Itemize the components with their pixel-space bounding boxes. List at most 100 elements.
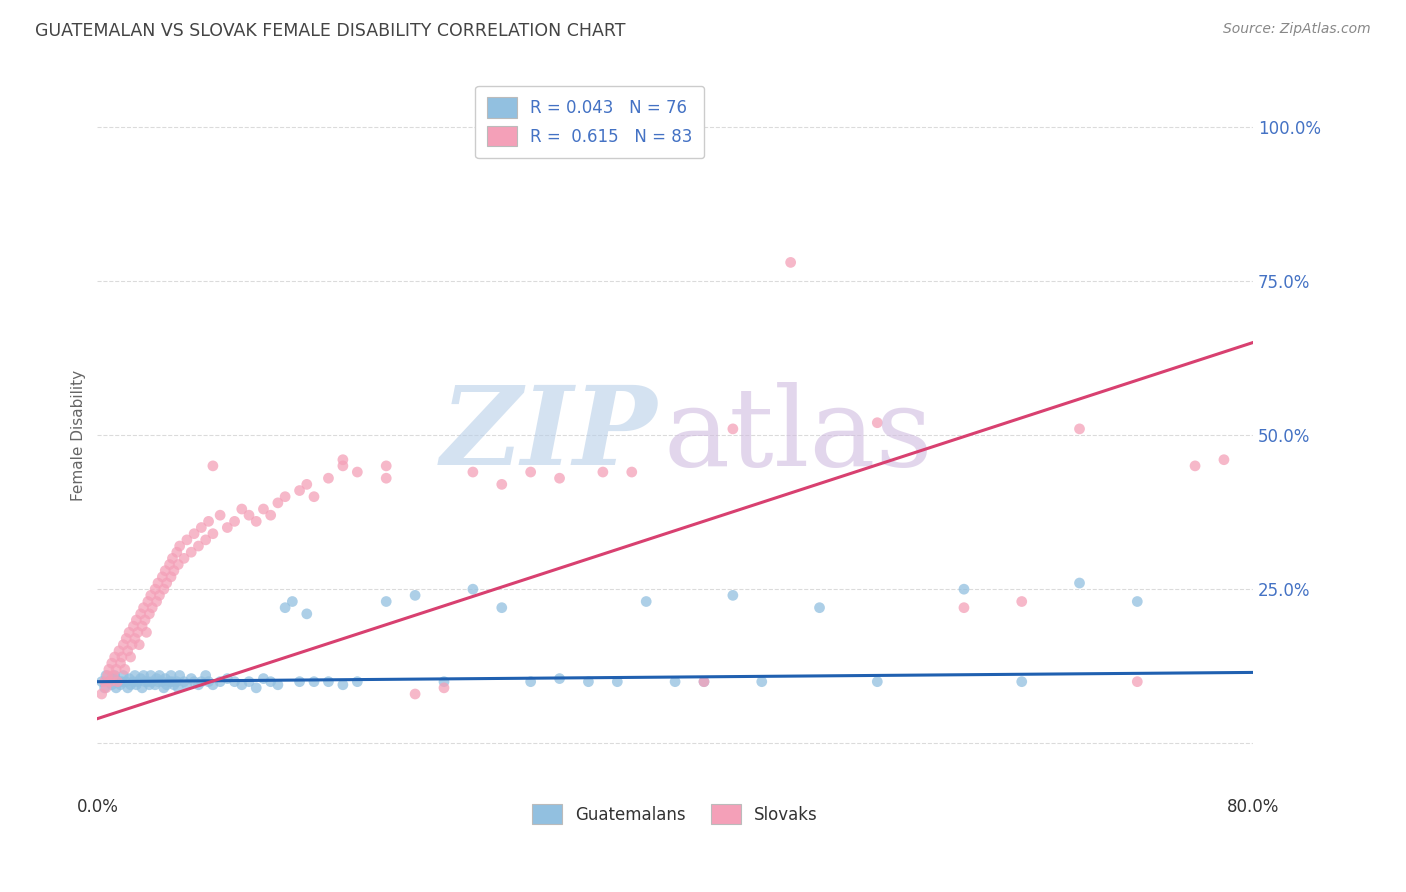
Point [146,576,169,591]
Point [302,490,325,504]
Point [115,674,138,689]
Point [135,625,157,640]
Point [159,558,181,572]
Point [122,674,145,689]
Point [148,588,170,602]
Point [1213,452,1236,467]
Y-axis label: Female Disability: Female Disability [72,369,86,500]
Point [129,672,152,686]
Point [152,582,174,597]
Point [375,458,398,473]
Point [117,681,139,695]
Point [112,668,135,682]
Point [433,681,456,695]
Point [267,496,290,510]
Text: GUATEMALAN VS SLOVAK FEMALE DISABILITY CORRELATION CHART: GUATEMALAN VS SLOVAK FEMALE DISABILITY C… [35,22,626,40]
Point [160,570,183,584]
Point [190,520,212,534]
Point [194,668,217,682]
Point [231,678,253,692]
Point [209,508,232,523]
Point [288,674,311,689]
Point [93,681,115,695]
Point [751,674,773,689]
Point [111,650,134,665]
Point [209,674,232,689]
Point [125,678,148,692]
Point [163,678,186,692]
Point [1069,576,1091,591]
Point [159,674,181,689]
Point [201,458,224,473]
Point [295,607,318,621]
Point [150,674,173,689]
Point [187,678,209,692]
Point [1069,422,1091,436]
Text: Source: ZipAtlas.com: Source: ZipAtlas.com [1223,22,1371,37]
Point [187,539,209,553]
Text: atlas: atlas [664,382,934,489]
Point [96,668,118,682]
Point [129,607,152,621]
Point [519,674,541,689]
Point [152,681,174,695]
Point [1011,594,1033,608]
Point [592,465,614,479]
Point [1126,594,1149,608]
Point [274,600,297,615]
Point [461,582,484,597]
Point [201,678,224,692]
Point [332,458,354,473]
Point [124,668,146,682]
Point [138,678,160,692]
Point [145,594,167,608]
Point [173,551,195,566]
Point [332,678,354,692]
Point [169,539,191,553]
Point [120,678,142,692]
Point [548,471,571,485]
Point [146,674,169,689]
Point [167,681,190,695]
Point [252,672,274,686]
Point [491,600,513,615]
Point [163,564,186,578]
Point [267,678,290,692]
Point [332,452,354,467]
Point [94,668,117,682]
Point [132,668,155,682]
Point [162,674,184,689]
Point [98,674,121,689]
Point [115,632,138,646]
Point [346,465,368,479]
Point [156,576,179,591]
Point [166,545,188,559]
Point [97,662,120,676]
Point [302,674,325,689]
Point [101,656,124,670]
Point [156,678,179,692]
Point [139,588,162,602]
Point [136,594,159,608]
Legend: Guatemalans, Slovaks: Guatemalans, Slovaks [522,794,828,834]
Point [104,668,127,682]
Point [721,422,744,436]
Point [105,662,128,676]
Point [245,514,267,528]
Point [461,465,484,479]
Point [779,255,801,269]
Point [112,638,135,652]
Point [94,681,117,695]
Point [197,514,219,528]
Point [866,416,889,430]
Point [519,465,541,479]
Point [1126,674,1149,689]
Point [121,638,143,652]
Point [134,674,156,689]
Point [103,672,125,686]
Point [808,600,831,615]
Point [238,674,260,689]
Point [101,678,124,692]
Point [866,674,889,689]
Point [201,526,224,541]
